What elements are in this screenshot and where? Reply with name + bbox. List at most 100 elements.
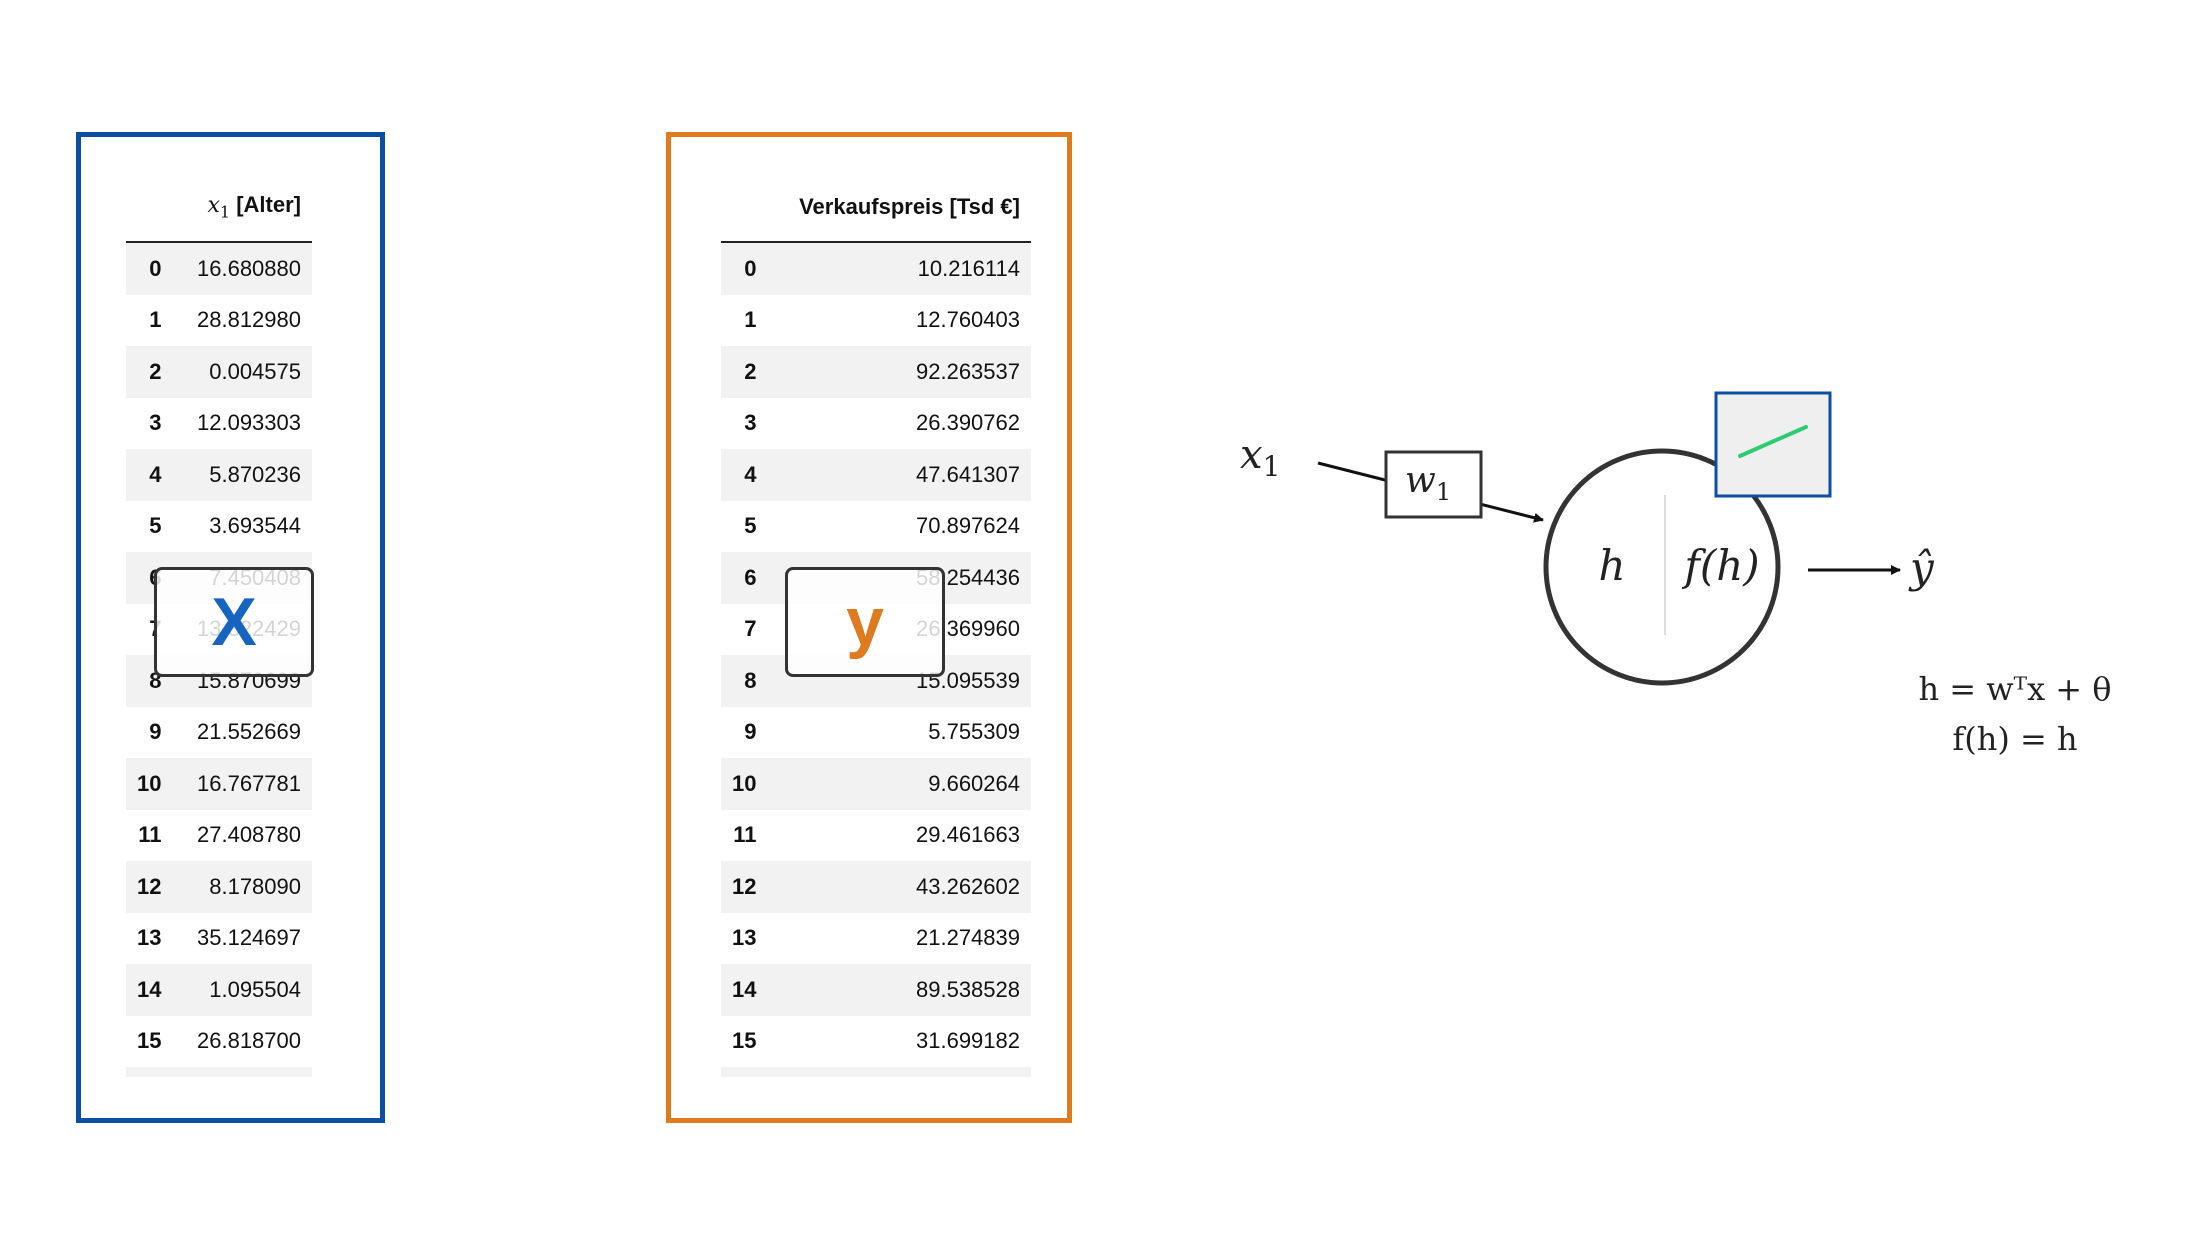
input-label: x1 (1240, 432, 1280, 483)
x-row-value: 12.093303 (197, 410, 301, 436)
neuron-fh-label: f(h) (1681, 541, 1759, 590)
output-label: ŷ (1908, 543, 1935, 592)
y-row-index: 12 (732, 873, 757, 899)
y-table-row: 3 26.390762 (721, 398, 1031, 450)
y-row-index: 3 (744, 410, 757, 436)
y-row-index: 2 (744, 358, 757, 384)
x-header-unit: [Alter] (236, 192, 301, 218)
y-row-index: 5 (744, 513, 757, 539)
x-table-row: 15 26.818700 (126, 1016, 312, 1068)
y-table-container: Verkaufspreis [Tsd €] 0 10.216114 1 12.7604… (721, 177, 1031, 1077)
x-row-index: 15 (137, 1028, 162, 1054)
y-row-value: 26.390762 (916, 410, 1020, 436)
y-row-index: 8 (744, 667, 757, 693)
y-row-index: 0 (744, 255, 757, 281)
y-row-value: 47.641307 (916, 461, 1020, 487)
x-table-row: 9 21.552669 (126, 707, 312, 759)
x-row-value: 26.818700 (197, 1028, 301, 1054)
y-row-value: 43.262602 (916, 873, 1020, 899)
y-table-row: 11 29.461663 (721, 810, 1031, 862)
weight-label: w1 (1405, 460, 1451, 506)
y-table-row: 10 9.660264 (721, 758, 1031, 810)
x-row-value: 3.693544 (209, 513, 301, 539)
y-table-row: 12 43.262602 (721, 861, 1031, 913)
y-table: Verkaufspreis [Tsd €] 0 10.216114 1 12.7604… (721, 177, 1031, 1077)
x-row-value: 5.870236 (209, 461, 301, 487)
x-table-row: 2 0.004575 (126, 346, 312, 398)
y-table-row: 4 47.641307 (721, 449, 1031, 501)
x-table-row: 3 12.093303 (126, 398, 312, 450)
x-table-row: 11 27.408780 (126, 810, 312, 862)
y-row-index: 14 (732, 976, 757, 1002)
x-table-row: 13 35.124697 (126, 913, 312, 965)
x-row-value: 27.408780 (197, 822, 301, 848)
x-table-row: 0 16.680880 (126, 242, 312, 295)
x-variable-label: X (154, 567, 314, 677)
y-table-row: 13 21.274839 (721, 913, 1031, 965)
y-row-index: 15 (732, 1028, 757, 1054)
x-column-header: x1 [Alter] (172, 177, 312, 243)
equation-activation: f(h) = h (1952, 720, 2078, 758)
x-row-index: 12 (137, 873, 162, 899)
x-row-index: 5 (149, 513, 162, 539)
y-table-header-row: Verkaufspreis [Tsd €] (721, 177, 1031, 243)
x-table-row: 12 8.178090 (126, 861, 312, 913)
y-row-index: 1 (744, 307, 757, 333)
x-row-value: 8.178090 (209, 873, 301, 899)
x-row-index: 10 (137, 770, 162, 796)
x-row-value: 28.812980 (197, 307, 301, 333)
x-row-index: 3 (149, 410, 162, 436)
y-target-frame: Verkaufspreis [Tsd €] 0 10.216114 1 12.7604… (666, 132, 1072, 1123)
x-header-sub: 1 (219, 202, 231, 222)
y-row-value: 92.263537 (916, 358, 1020, 384)
y-row-value: 5.755309 (928, 719, 1020, 745)
y-table-row: 9 5.755309 (721, 707, 1031, 759)
y-table-row: 2 92.263537 (721, 346, 1031, 398)
y-table-row: 1 12.760403 (721, 295, 1031, 347)
y-row-value: 9.660264 (928, 770, 1020, 796)
x-row-value: 21.552669 (197, 719, 301, 745)
x-row-index: 14 (137, 976, 162, 1002)
x-table-container: x1 [Alter] 0 16.680880 1 28.812980 2 0.004575… (126, 177, 312, 1077)
x-row-index: 11 (138, 822, 162, 848)
x-row-value: 35.124697 (197, 925, 301, 951)
x-row-index: 4 (149, 461, 162, 487)
x-row-index: 9 (149, 719, 162, 745)
x-table-row: 14 1.095504 (126, 964, 312, 1016)
y-row-index: 10 (732, 770, 757, 796)
y-row-value: 21.274839 (916, 925, 1020, 951)
x-index-header (126, 177, 173, 243)
x-table-row: 4 5.870236 (126, 449, 312, 501)
y-table-row: 0 10.216114 (721, 242, 1031, 295)
x-table-row: 10 16.767781 (126, 758, 312, 810)
y-row-value: 89.538528 (916, 976, 1020, 1002)
x-row-value: 16.680880 (197, 255, 301, 281)
x-row-index: 13 (137, 925, 162, 951)
y-table-row: 14 89.538528 (721, 964, 1031, 1016)
x-table-header-row: x1 [Alter] (126, 177, 312, 243)
linear-activation-icon (1714, 391, 1832, 498)
y-row-index: 9 (744, 719, 757, 745)
x-table-row: 1 28.812980 (126, 295, 312, 347)
y-row-index: 11 (733, 822, 757, 848)
weight-box (1384, 450, 1483, 519)
neuron-node (1543, 448, 1781, 686)
x-row-index: 1 (149, 307, 162, 333)
x-table-row: 5 3.693544 (126, 501, 312, 553)
y-row-value: 12.760403 (916, 307, 1020, 333)
y-row-index: 4 (744, 461, 757, 487)
y-row-value: 29.461663 (916, 822, 1020, 848)
y-row-value: 70.897624 (916, 513, 1020, 539)
y-row-value: 10.216114 (917, 255, 1020, 281)
neuron-h-label: h (1598, 541, 1625, 590)
y-row-index: 7 (744, 616, 757, 642)
y-variable-label: y (785, 567, 945, 677)
y-table-row: 1615.849568 (721, 1067, 1031, 1077)
y-table-row: 15 31.699182 (721, 1016, 1031, 1068)
y-index-header (721, 177, 768, 243)
x-table-row: 1616.692192 (126, 1067, 312, 1077)
y-table-row: 5 70.897624 (721, 501, 1031, 553)
x-row-index: 0 (149, 255, 162, 281)
x-row-value: 1.095504 (209, 976, 301, 1002)
